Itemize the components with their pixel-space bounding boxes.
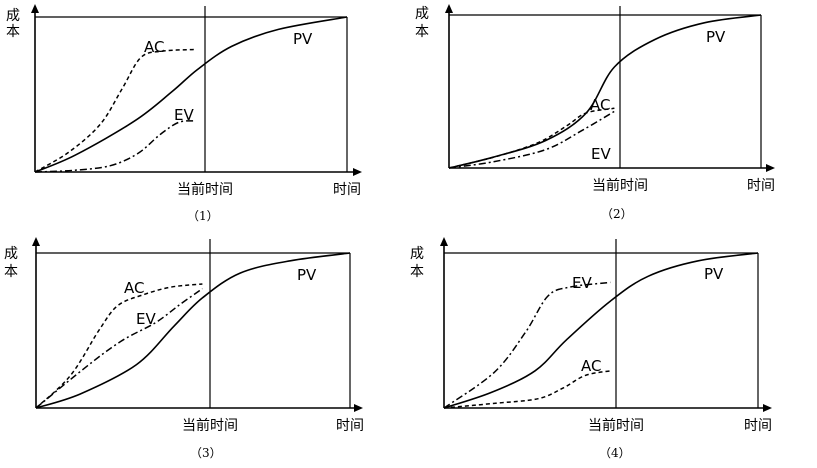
panel-1-caption: （1） [187,209,219,223]
panel-1-series-ev [34,120,195,173]
panel-4-y-label-char-1: 成 [410,246,424,262]
panel-1-series-label-ev: EV [174,106,194,124]
panel-4-series-label-pv: PV [704,265,724,283]
panel-2-x-label: 时间 [747,178,775,194]
panel-4-x-axis-arrow-icon [763,404,772,412]
panel-3-caption: （3） [190,446,222,460]
panel-4-current-time-label: 当前时间 [588,417,644,434]
panel-2-series-label-ac: AC [590,96,610,114]
panel-1-y-label-char-2: 本 [6,24,20,40]
panel-4-series-ac [443,370,611,409]
panel-3-y-label-char-2: 本 [4,264,18,280]
panel-1-y-axis-arrow-icon [31,4,39,13]
panel-2-current-time-label: 当前时间 [592,177,648,194]
panel-1-y-label-char-1: 成 [6,8,20,24]
panel-3-series-label-ev: EV [136,310,156,328]
panel-1-series-label-pv: PV [293,30,313,48]
panel-3-x-label: 时间 [336,418,364,434]
panel-3-current-time-label: 当前时间 [182,417,238,434]
panel-3-y-axis-arrow-icon [32,237,40,246]
panel-3-series-label-ac: AC [124,279,144,297]
panel-4-series-label-ev: EV [572,274,592,292]
panel-1-series-label-ac: AC [144,38,164,56]
panel-4-x-label: 时间 [744,418,772,434]
panel-3-x-axis-arrow-icon [354,404,363,412]
panel-1-series-pv [34,16,348,173]
panel-4-series-label-ac: AC [581,357,601,375]
panel-3-series-ac [35,283,203,409]
panel-3-series-label-pv: PV [297,266,317,284]
panel-2-series-label-ev: EV [591,145,611,163]
panel-2-caption: （2） [601,207,633,221]
panel-2-y-label-char-1: 成 [415,6,429,22]
panel-2-series-label-pv: PV [706,28,726,46]
panel-1-current-time-label: 当前时间 [177,181,233,198]
panel-2-y-label-char-2: 本 [415,24,429,40]
panel-3-series-ev [35,287,203,409]
panel-4-series-ev [443,281,611,409]
panel-1-x-axis-arrow-icon [353,168,362,176]
panel-2-y-axis-arrow-icon [445,4,453,13]
panel-3-y-label-char-1: 成 [4,246,18,262]
panel-1-series-ac [34,48,195,173]
panel-4-caption: （4） [599,446,631,460]
panel-4-y-axis-arrow-icon [440,237,448,246]
panel-4-series-pv [443,252,759,409]
panel-2-x-axis-arrow-icon [766,164,775,172]
panel-1-x-label: 时间 [333,182,361,198]
panel-4-y-label-char-2: 本 [410,264,424,280]
panel-3-series-pv [35,252,351,409]
panel-2-series-ev [448,110,615,169]
panel-2-series-ac [448,107,615,169]
